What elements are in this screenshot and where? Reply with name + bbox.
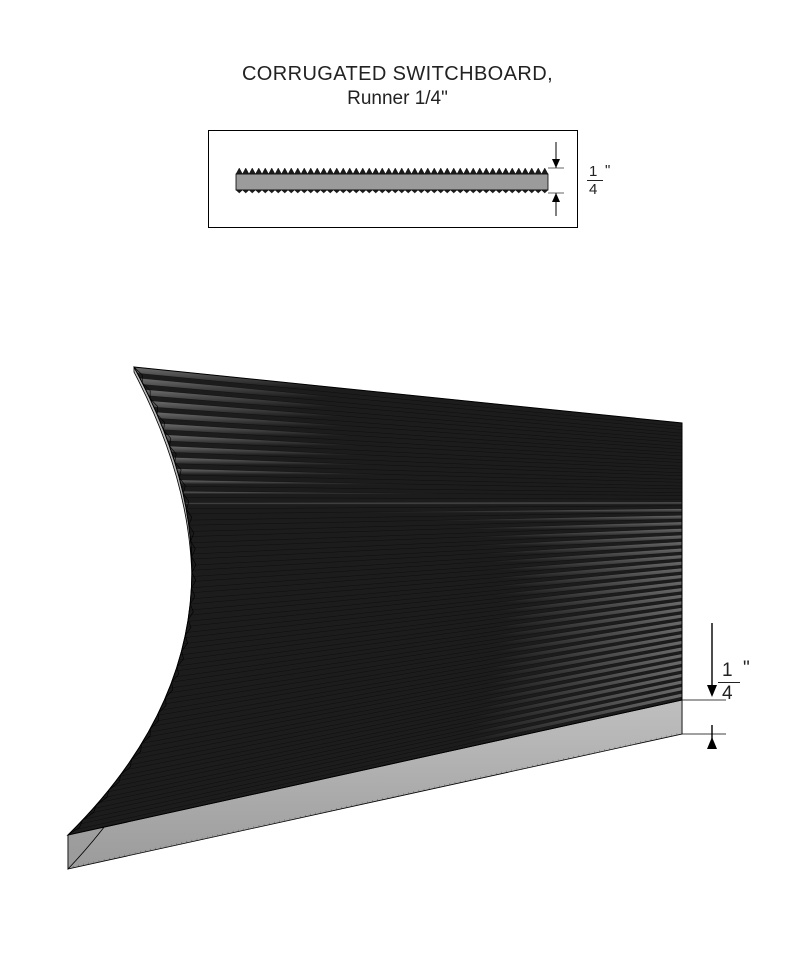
unit-inch: " <box>743 658 750 680</box>
isometric-svg <box>50 355 740 915</box>
unit-inch: " <box>605 162 610 179</box>
cross-section-diagram <box>208 130 578 228</box>
fraction-numerator: 1 <box>722 660 733 682</box>
dimension-label-cross-section: 1 4 " <box>587 163 617 197</box>
title-line-2: Runner 1/4" <box>0 87 795 111</box>
isometric-view <box>50 355 740 915</box>
fraction-denominator: 4 <box>722 683 733 705</box>
title-block: CORRUGATED SWITCHBOARD, Runner 1/4" <box>0 62 795 111</box>
fraction-numerator: 1 <box>589 163 597 180</box>
fraction-denominator: 4 <box>589 181 597 198</box>
page: CORRUGATED SWITCHBOARD, Runner 1/4" 1 4 … <box>0 0 795 967</box>
title-line-1: CORRUGATED SWITCHBOARD, <box>0 62 795 87</box>
dimension-label-isometric: 1 4 " <box>718 660 754 704</box>
cross-section-svg <box>208 130 578 228</box>
